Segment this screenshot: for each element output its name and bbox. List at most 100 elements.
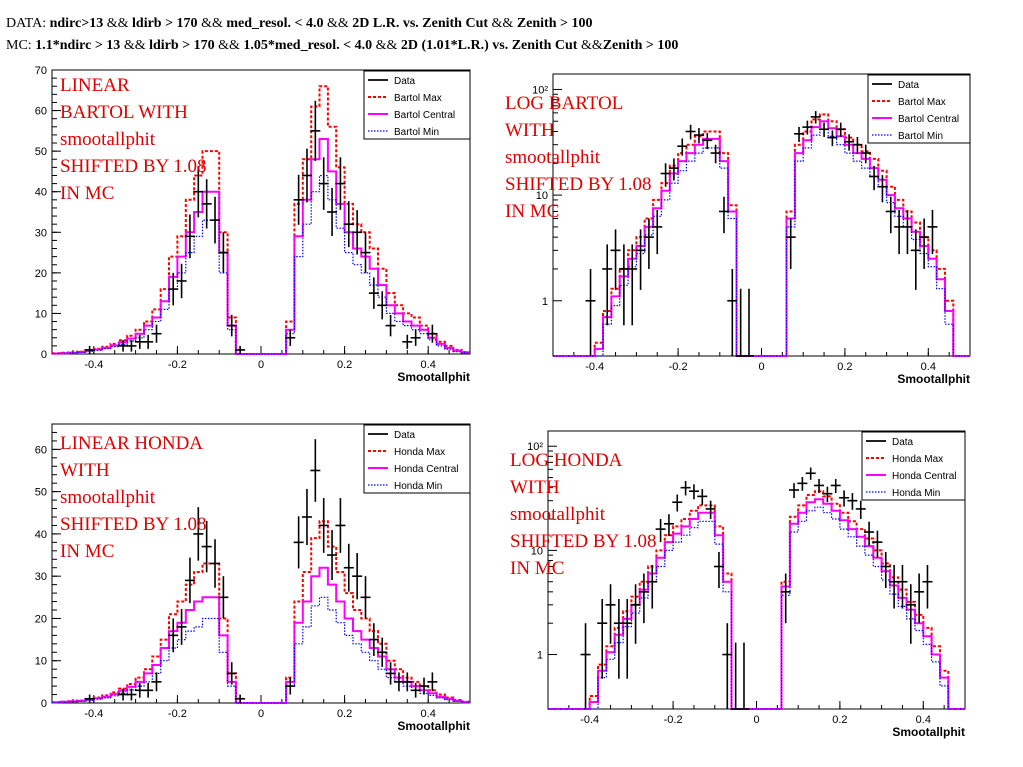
x-tick-label: -0.2 — [168, 708, 187, 720]
x-tick-label: 0.4 — [921, 361, 936, 373]
data-point — [201, 179, 212, 229]
y-tick-label: 60 — [35, 106, 47, 118]
data-point — [419, 677, 430, 695]
data-point — [343, 543, 354, 592]
data-point — [638, 573, 649, 624]
data-point — [377, 291, 388, 320]
data-point — [368, 623, 379, 656]
data-point — [210, 196, 221, 244]
annotation-linear-honda: LINEAR HONDA WITH smootallphit SHIFTED B… — [60, 433, 207, 562]
mc-and-4: && — [577, 38, 603, 53]
data-point — [789, 483, 800, 498]
annotation-log-bartol: LOG BARTOL WITH smootallphit SHIFTED BY … — [505, 93, 652, 222]
x-tick-label: 0.4 — [916, 714, 931, 726]
x-tick-label: 0 — [753, 714, 759, 726]
data-point — [794, 126, 805, 142]
data-point — [613, 598, 624, 679]
data-point — [585, 268, 596, 356]
data-point — [134, 682, 145, 698]
legend-label: Data — [892, 437, 914, 448]
data-point — [713, 552, 724, 588]
data-point — [889, 565, 900, 609]
data-point — [84, 694, 95, 703]
series-honda-min — [548, 506, 965, 710]
y-tick-label: 10 — [35, 308, 47, 320]
data-point — [663, 514, 674, 536]
data-and-3: && — [323, 16, 353, 31]
data-point — [680, 481, 691, 496]
data-point — [143, 334, 154, 349]
data-point — [210, 539, 221, 588]
x-axis-label: Smootallphit — [397, 719, 470, 733]
data-point — [293, 174, 304, 225]
data-point — [693, 128, 704, 144]
series-bartol-min — [553, 128, 970, 357]
data-point — [193, 507, 204, 561]
x-tick-label: -0.4 — [585, 361, 604, 373]
data-cut-1: ndirc>13 — [49, 16, 104, 31]
data-point — [797, 477, 808, 491]
x-tick-label: 0.2 — [832, 714, 847, 726]
x-tick-label: -0.4 — [580, 714, 599, 726]
data-point — [655, 519, 666, 543]
data-point — [301, 148, 312, 203]
annotation-log-honda: LOG HONDA WITH smootallphit SHIFTED BY 1… — [510, 450, 657, 579]
legend-box — [861, 431, 966, 501]
legend-label: Bartol Min — [898, 131, 943, 142]
data-point — [193, 166, 204, 218]
data-point — [126, 688, 137, 701]
data-point — [184, 557, 195, 604]
data-point — [151, 324, 162, 343]
x-tick-label: -0.2 — [664, 714, 683, 726]
data-point — [852, 136, 863, 154]
data-cut-2: ldirb > 170 — [132, 16, 198, 31]
data-point — [668, 158, 679, 181]
data-point — [805, 467, 816, 480]
series-bartol-max — [52, 85, 470, 355]
data-point — [168, 618, 179, 653]
data-point — [685, 124, 696, 140]
data-point — [643, 218, 654, 269]
data-point — [605, 584, 616, 644]
y-tick-label: 50 — [35, 146, 47, 158]
mc-cut-4: 2D (1.01*L.R.) vs. Zenith Cut — [400, 38, 578, 53]
mc-and-2: && — [214, 38, 244, 53]
data-point — [718, 196, 729, 234]
data-point — [226, 662, 237, 685]
data-point — [722, 623, 733, 709]
data-point — [335, 157, 346, 210]
mc-cut-1: 1.1*ndirc > 13 — [35, 38, 121, 53]
data-point — [293, 516, 304, 569]
data-point — [810, 111, 821, 124]
data-prefix: DATA: — [6, 16, 50, 31]
data-point — [151, 672, 162, 692]
data-point — [427, 324, 438, 343]
data-point — [660, 163, 671, 187]
data-point — [914, 573, 925, 624]
y-tick-label: 10² — [532, 84, 548, 96]
data-point — [688, 484, 699, 500]
data-point — [872, 530, 883, 558]
y-tick-label: 20 — [35, 268, 47, 280]
data-point — [672, 494, 683, 512]
legend: Data Bartol Max Bartol Central Bartol Min — [867, 74, 971, 144]
data-point — [580, 623, 591, 709]
data-point — [735, 288, 746, 357]
data-point — [410, 329, 421, 346]
x-tick-label: 0 — [258, 708, 264, 720]
data-point — [368, 277, 379, 309]
legend-label: Honda Min — [394, 481, 442, 492]
series-bartol-max — [553, 113, 970, 357]
mc-selection-header: MC: 1.1*ndirc > 13 && ldirb > 170 && 1.0… — [6, 38, 678, 54]
data-point — [835, 122, 846, 137]
data-point — [622, 598, 633, 679]
data-point — [738, 642, 749, 710]
data-point — [897, 565, 908, 609]
series-honda-min — [52, 596, 470, 704]
data-point — [335, 498, 346, 553]
data-point — [285, 677, 296, 695]
data-point — [635, 229, 646, 290]
y-tick-label: 20 — [35, 613, 47, 625]
data-point — [327, 530, 338, 581]
data-point — [226, 314, 237, 337]
